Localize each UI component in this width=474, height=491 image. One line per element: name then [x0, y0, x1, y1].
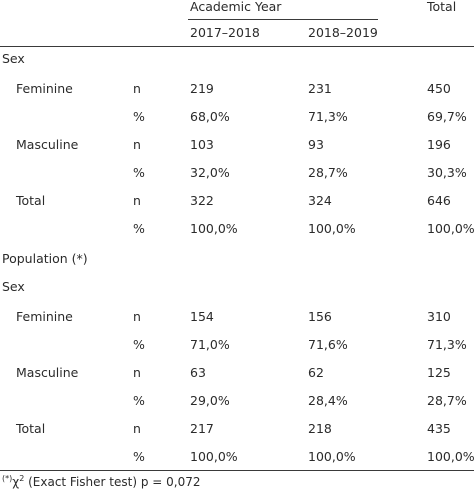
cell-2017-2018: 63 [190, 365, 206, 380]
footnote: (*)χ2 (Exact Fisher test) p = 0,072 [2, 474, 201, 489]
row-label: Masculine [16, 365, 79, 380]
cell-2018-2019: 218 [308, 421, 332, 436]
cell-2018-2019: 100,0% [308, 221, 356, 236]
cell-2018-2019: 100,0% [308, 449, 356, 464]
cell-2018-2019: 71,6% [308, 337, 348, 352]
cell-2018-2019: 71,3% [308, 109, 348, 124]
cell-total: 30,3% [427, 165, 467, 180]
cell-2018-2019: 156 [308, 309, 332, 324]
footnote-power: 2 [19, 474, 25, 483]
row-stat: n [133, 309, 141, 324]
row-stat: % [133, 449, 145, 464]
cell-2018-2019: 62 [308, 365, 324, 380]
row-label: Total [16, 421, 46, 436]
row-stat: % [133, 109, 145, 124]
cell-2017-2018: 217 [190, 421, 214, 436]
cell-2018-2019: 28,4% [308, 393, 348, 408]
cell-total: 125 [427, 365, 451, 380]
header-bottom-rule [0, 46, 474, 47]
cell-total: 28,7% [427, 393, 467, 408]
cell-total: 196 [427, 137, 451, 152]
cell-total: 310 [427, 309, 451, 324]
header-col-2017-2018: 2017–2018 [190, 25, 260, 40]
cell-2018-2019: 28,7% [308, 165, 348, 180]
cell-2017-2018: 219 [190, 81, 214, 96]
cell-total: 69,7% [427, 109, 467, 124]
cell-total: 646 [427, 193, 451, 208]
section-subtitle-sex: Sex [2, 279, 25, 294]
cell-2017-2018: 32,0% [190, 165, 230, 180]
row-stat: % [133, 337, 145, 352]
cell-2017-2018: 29,0% [190, 393, 230, 408]
row-label: Feminine [16, 81, 73, 96]
cell-total: 100,0% [427, 221, 474, 236]
row-stat: n [133, 137, 141, 152]
cell-2017-2018: 71,0% [190, 337, 230, 352]
cell-2018-2019: 324 [308, 193, 332, 208]
row-label: Total [16, 193, 46, 208]
footnote-marker: (*) [2, 474, 13, 483]
cell-2017-2018: 154 [190, 309, 214, 324]
row-stat: % [133, 221, 145, 236]
header-group-rule [188, 19, 378, 20]
table-bottom-rule [0, 470, 474, 471]
cell-2017-2018: 100,0% [190, 449, 238, 464]
cell-total: 100,0% [427, 449, 474, 464]
cell-total: 450 [427, 81, 451, 96]
cell-2017-2018: 322 [190, 193, 214, 208]
cell-total: 435 [427, 421, 451, 436]
cell-2017-2018: 100,0% [190, 221, 238, 236]
cell-2018-2019: 93 [308, 137, 324, 152]
row-stat: % [133, 393, 145, 408]
row-label: Feminine [16, 309, 73, 324]
row-stat: n [133, 365, 141, 380]
header-academic-year: Academic Year [190, 0, 282, 14]
row-stat: n [133, 193, 141, 208]
row-stat: n [133, 421, 141, 436]
row-stat: % [133, 165, 145, 180]
row-stat: n [133, 81, 141, 96]
cell-2018-2019: 231 [308, 81, 332, 96]
section-title-population: Population (*) [2, 251, 88, 266]
header-total: Total [427, 0, 457, 14]
cell-total: 71,3% [427, 337, 467, 352]
section-title-sex: Sex [2, 51, 25, 66]
footnote-text: (Exact Fisher test) p = 0,072 [24, 475, 201, 489]
footnote-chi: χ [12, 475, 20, 489]
cell-2017-2018: 68,0% [190, 109, 230, 124]
header-col-2018-2019: 2018–2019 [308, 25, 378, 40]
cell-2017-2018: 103 [190, 137, 214, 152]
row-label: Masculine [16, 137, 79, 152]
